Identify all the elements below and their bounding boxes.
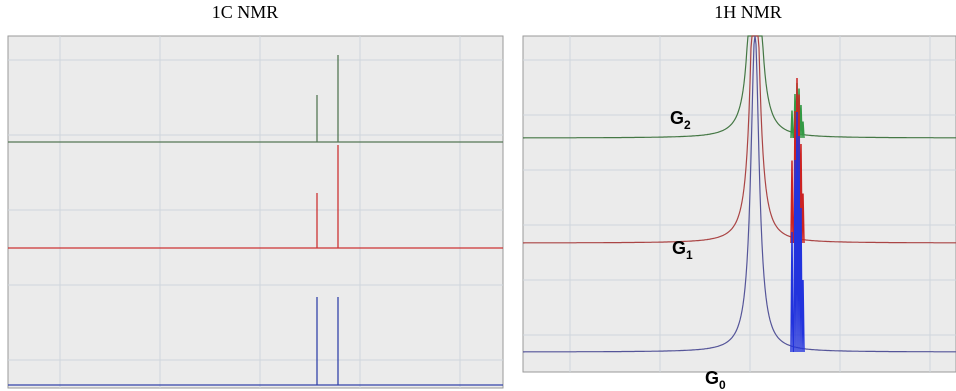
multiplet (790, 111, 805, 353)
label-sub: 0 (719, 378, 726, 391)
spectrum-g1 (8, 145, 503, 249)
grid (8, 36, 956, 388)
spectrum-g2 (8, 55, 503, 143)
h-spectra (523, 35, 956, 353)
spectrum (523, 35, 956, 244)
series-label: G1 (672, 238, 693, 262)
panel-title: 1H NMR (714, 2, 782, 22)
label-sub: 1 (686, 248, 693, 262)
left-plot-area (7, 35, 504, 389)
panel-title: 1C NMR (212, 2, 279, 22)
label-sub: 2 (684, 118, 691, 132)
spectrum (523, 35, 956, 353)
multiplet (790, 77, 805, 244)
label-base: G (670, 108, 684, 128)
spectrum-g0 (8, 297, 503, 386)
series-label: G2 (670, 108, 691, 132)
label-base: G (705, 368, 719, 388)
series-label: G0 (705, 368, 726, 391)
spectrum (523, 35, 956, 139)
c-spectra (8, 55, 503, 386)
label-base: G (672, 238, 686, 258)
right-plot-area (522, 35, 956, 373)
